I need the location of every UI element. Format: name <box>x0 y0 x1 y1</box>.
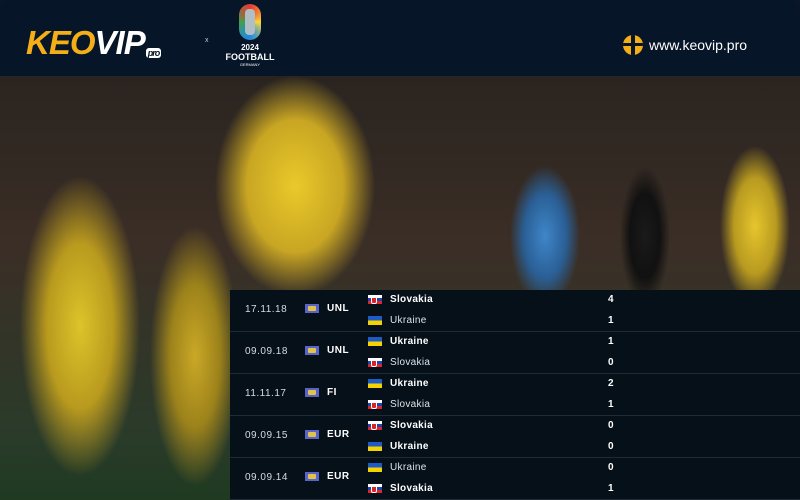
logo-text: KEOVIP <box>26 24 146 61</box>
team-name: Slovakia <box>390 420 433 431</box>
competition-label: UNL <box>327 303 350 314</box>
home-team: Slovakia <box>368 420 433 431</box>
match-row[interactable]: 09.09.15 EUR Slovakia Ukraine 0 0 <box>230 416 800 458</box>
ukraine-flag-icon <box>368 337 382 346</box>
match-row[interactable]: 09.09.14 EUR Ukraine Slovakia 0 1 <box>230 458 800 500</box>
ukraine-flag-icon <box>368 442 382 451</box>
home-score: 2 <box>608 378 614 389</box>
away-team: Ukraine <box>368 441 429 452</box>
competition: EUR <box>305 429 350 440</box>
website-link[interactable]: www.keovip.pro <box>623 35 747 55</box>
competition-flag-icon <box>305 472 319 481</box>
head-to-head-table: 17.11.18 UNL Slovakia Ukraine 4 1 09.09.1… <box>230 290 800 500</box>
slovakia-flag-icon <box>368 421 382 430</box>
home-score: 4 <box>608 294 614 305</box>
away-team: Slovakia <box>368 483 433 494</box>
match-date: 17.11.18 <box>245 304 288 315</box>
competition-label: EUR <box>327 429 350 440</box>
competition: UNL <box>305 345 349 356</box>
slovakia-flag-icon <box>368 295 382 304</box>
logo-suffix: pro <box>145 48 162 58</box>
match-date: 11.11.17 <box>245 388 287 399</box>
competition: FI <box>305 387 337 398</box>
away-score: 0 <box>608 441 614 452</box>
team-name: Ukraine <box>390 315 427 326</box>
home-score: 0 <box>608 420 614 431</box>
team-name: Slovakia <box>390 483 433 494</box>
team-name: Ukraine <box>390 378 429 389</box>
competition-flag-icon <box>305 388 319 397</box>
match-date: 09.09.14 <box>245 472 288 483</box>
away-score: 0 <box>608 357 614 368</box>
competition-label: FI <box>327 387 337 398</box>
separator: x <box>205 37 209 44</box>
home-team: Ukraine <box>368 378 429 389</box>
slovakia-flag-icon <box>368 358 382 367</box>
team-name: Slovakia <box>390 399 431 410</box>
team-name: Ukraine <box>390 441 429 452</box>
keovip-logo[interactable]: KEOVIP pro <box>26 24 162 62</box>
match-row[interactable]: 09.09.18 UNL Ukraine Slovakia 1 0 <box>230 332 800 374</box>
team-name: Ukraine <box>390 336 429 347</box>
ukraine-flag-icon <box>368 316 382 325</box>
event-year: 2024 <box>241 43 259 52</box>
home-team: Slovakia <box>368 294 433 305</box>
home-team: Ukraine <box>368 462 427 473</box>
team-name: Slovakia <box>390 357 431 368</box>
ukraine-flag-icon <box>368 463 382 472</box>
away-score: 1 <box>608 399 614 410</box>
website-text: www.keovip.pro <box>649 37 748 53</box>
match-date: 09.09.18 <box>245 346 288 357</box>
away-score: 1 <box>608 315 614 326</box>
match-row[interactable]: 11.11.17 FI Ukraine Slovakia 2 1 <box>230 374 800 416</box>
slovakia-flag-icon <box>368 400 382 409</box>
competition-label: EUR <box>327 471 350 482</box>
away-team: Slovakia <box>368 357 430 368</box>
away-score: 1 <box>608 483 614 494</box>
trophy-icon <box>239 4 261 40</box>
team-name: Ukraine <box>390 462 427 473</box>
home-score: 0 <box>608 462 614 473</box>
away-team: Ukraine <box>368 315 427 326</box>
ukraine-flag-icon <box>368 379 382 388</box>
competition: EUR <box>305 471 350 482</box>
competition-flag-icon <box>305 346 319 355</box>
match-date: 09.09.15 <box>245 430 288 441</box>
event-name: FOOTBALL <box>225 52 275 62</box>
competition-label: UNL <box>327 345 350 356</box>
competition: UNL <box>305 303 349 314</box>
globe-icon <box>623 35 643 55</box>
home-score: 1 <box>608 336 614 347</box>
team-name: Slovakia <box>390 294 433 305</box>
header: KEOVIP pro x 2024 FOOTBALL GERMANY www.ke… <box>0 0 800 76</box>
match-row[interactable]: 17.11.18 UNL Slovakia Ukraine 4 1 <box>230 290 800 332</box>
home-team: Ukraine <box>368 336 429 347</box>
event-country: GERMANY <box>239 62 261 67</box>
competition-flag-icon <box>305 304 319 313</box>
slovakia-flag-icon <box>368 484 382 493</box>
euro-2024-logo: 2024 FOOTBALL GERMANY <box>222 4 278 67</box>
competition-flag-icon <box>305 430 319 439</box>
away-team: Slovakia <box>368 399 430 410</box>
